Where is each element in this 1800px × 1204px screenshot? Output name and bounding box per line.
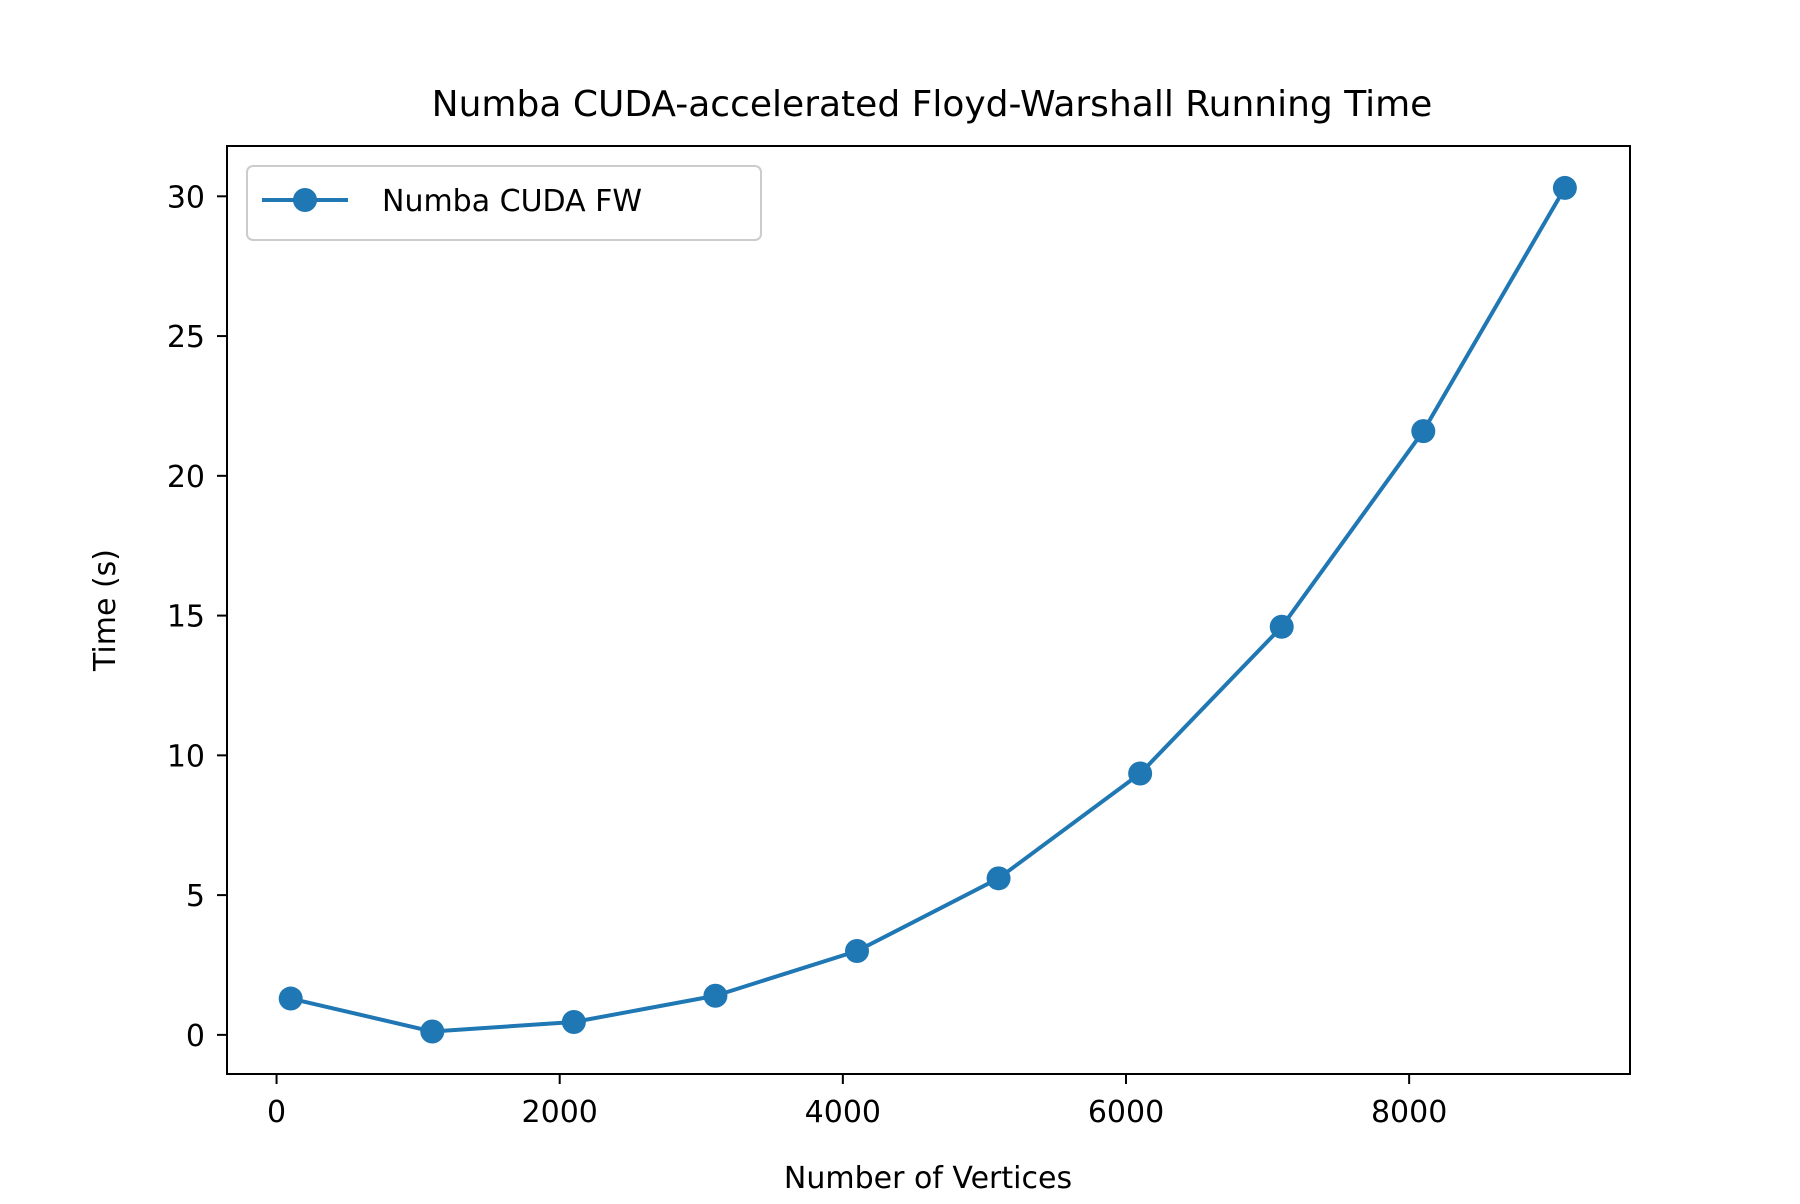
x-tick-label: 6000	[1088, 1095, 1164, 1130]
y-tick-label: 25	[167, 320, 205, 355]
data-point	[1128, 761, 1153, 786]
data-point	[1552, 175, 1577, 200]
plot-area-frame	[226, 145, 1631, 1075]
y-axis-ticks: 0 5 10 15 20 25 30	[167, 180, 227, 1054]
data-point	[420, 1019, 445, 1044]
x-tick-label: 8000	[1371, 1095, 1447, 1130]
x-tick-label: 2000	[522, 1095, 598, 1130]
y-axis-label: Time (s)	[88, 549, 123, 672]
y-tick-label: 15	[167, 600, 205, 635]
x-axis-label: Number of Vertices	[784, 1161, 1072, 1196]
series-layer	[278, 175, 1577, 1044]
y-tick-label: 10	[167, 739, 205, 774]
data-point	[561, 1010, 586, 1035]
data-point	[845, 939, 870, 964]
data-point	[278, 986, 303, 1011]
legend: Numba CUDA FW	[246, 165, 762, 241]
x-tick-label: 0	[267, 1095, 286, 1130]
y-tick-label: 0	[186, 1019, 205, 1054]
chart-title: Numba CUDA-accelerated Floyd-Warshall Ru…	[432, 84, 1433, 125]
data-point	[703, 983, 728, 1008]
y-tick-label: 30	[167, 180, 205, 215]
data-point	[1411, 419, 1436, 444]
data-point	[986, 866, 1011, 891]
data-point	[1269, 614, 1294, 639]
y-tick-label: 5	[186, 879, 205, 914]
series-line	[288, 185, 1567, 1034]
x-axis-ticks: 0 2000 4000 6000 8000	[267, 1074, 1447, 1130]
legend-box	[246, 165, 762, 241]
x-tick-label: 4000	[805, 1095, 881, 1130]
legend-label: Numba CUDA FW	[382, 184, 642, 219]
y-tick-label: 20	[167, 460, 205, 495]
legend-marker-swatch	[293, 188, 317, 212]
